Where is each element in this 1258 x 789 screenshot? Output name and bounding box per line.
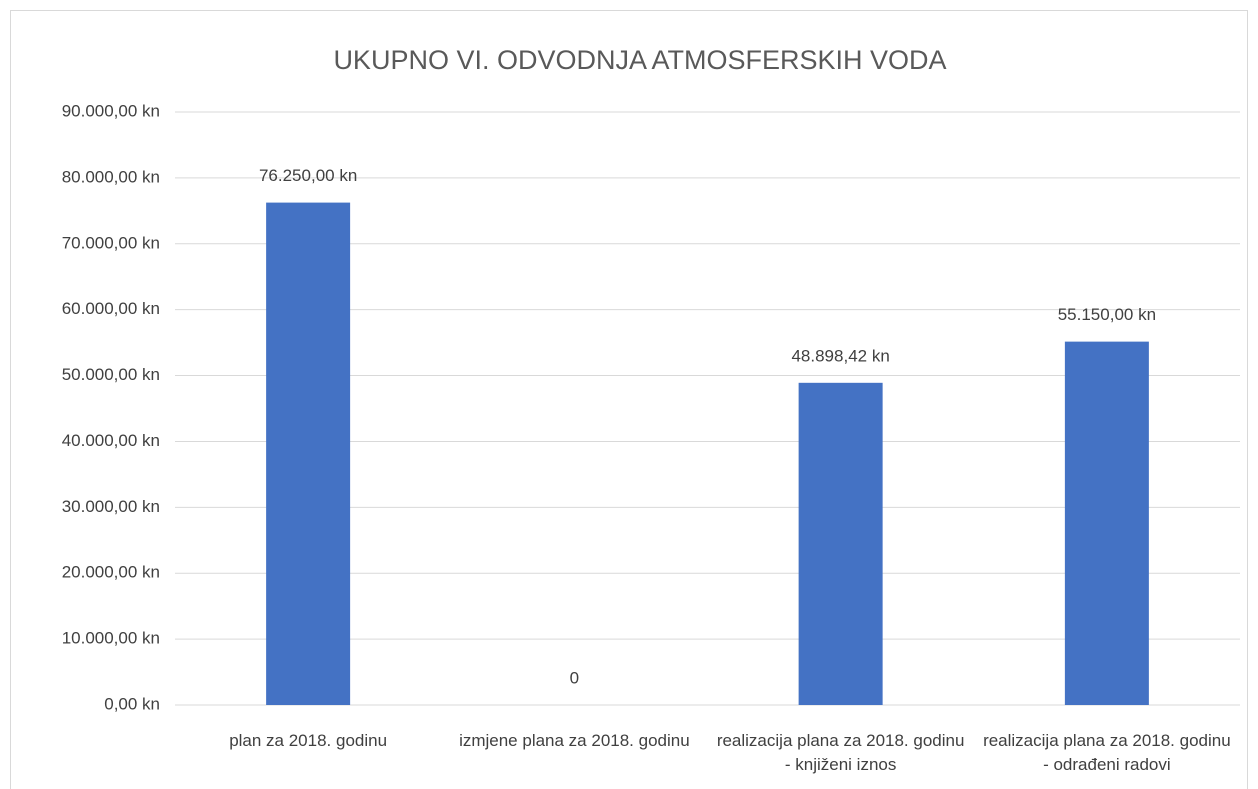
y-tick-label: 80.000,00 kn [62,167,160,186]
y-tick-label: 50.000,00 kn [62,365,160,384]
y-tick-label: 70.000,00 kn [62,233,160,252]
x-tick-label: realizacija plana za 2018. godinu - odra… [983,731,1231,774]
bar [1064,341,1149,705]
y-tick-label: 60.000,00 kn [62,299,160,318]
chart-title: UKUPNO VI. ODVODNJA ATMOSFERSKIH VODA [333,45,946,75]
y-tick-label: 0,00 kn [104,694,160,713]
data-label: 55.150,00 kn [1058,305,1156,324]
x-tick-label: plan za 2018. godinu [229,731,388,750]
chart-border [10,10,1248,789]
bar [798,382,883,705]
data-label: 0 [570,668,579,687]
data-label: 48.898,42 kn [791,346,889,365]
bar [266,202,351,705]
y-tick-label: 40.000,00 kn [62,431,160,450]
x-tick-label: izmjene plana za 2018. godinu [459,731,690,750]
y-tick-label: 90.000,00 kn [62,101,160,120]
x-tick-label: realizacija plana za 2018. godinu - knji… [716,731,965,774]
y-tick-label: 30.000,00 kn [62,497,160,516]
y-tick-label: 10.000,00 kn [62,629,160,648]
data-label: 76.250,00 kn [259,166,357,185]
y-tick-label: 20.000,00 kn [62,563,160,582]
